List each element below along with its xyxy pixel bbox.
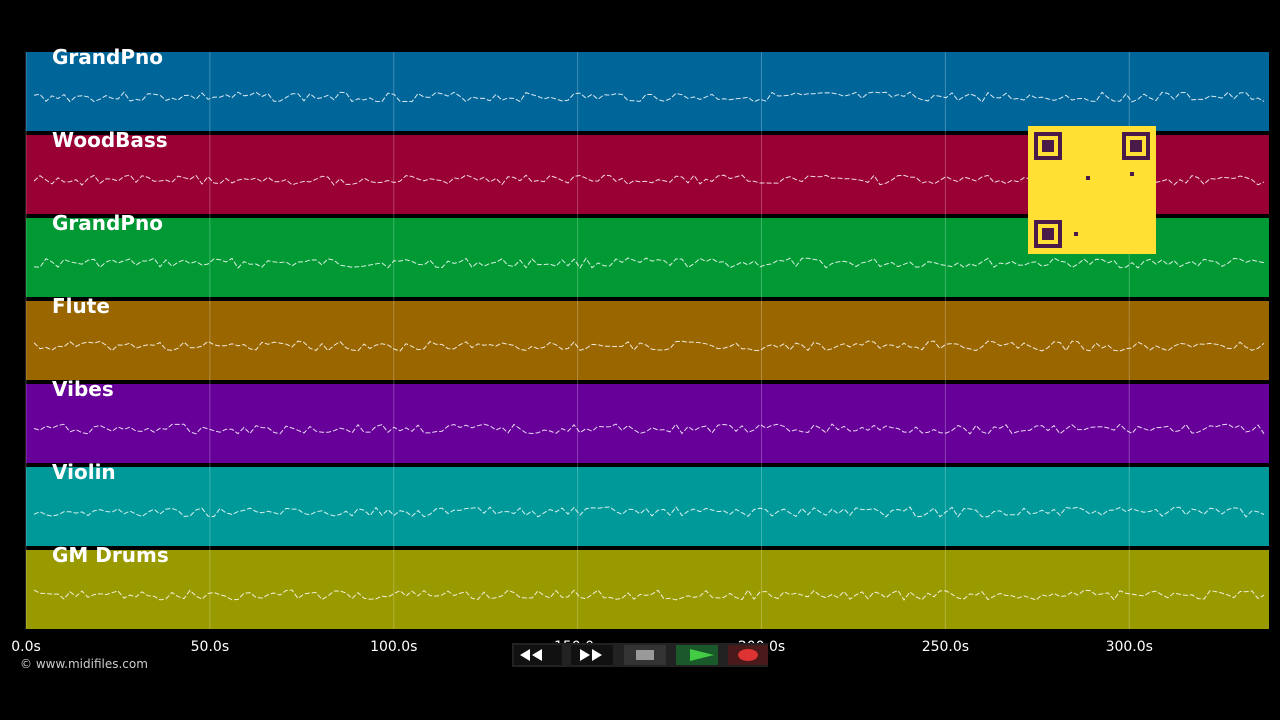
copyright: © www.midifiles.com: [20, 657, 148, 671]
note-trace: [33, 257, 1265, 269]
stop-button[interactable]: [624, 645, 666, 665]
forward-button[interactable]: [571, 645, 613, 665]
note-trace: [33, 506, 1265, 518]
play-button[interactable]: [676, 645, 718, 665]
time-tick-label: 300.0s: [1106, 639, 1153, 655]
transport-controls: [512, 643, 768, 667]
qr-finder: [1130, 140, 1142, 152]
track-name: Violin: [52, 460, 116, 484]
note-trace: [33, 423, 1265, 435]
rewind-button[interactable]: [514, 645, 562, 665]
time-tick-label: 250.0s: [922, 639, 969, 655]
record-button[interactable]: [728, 645, 768, 665]
grid: [25, 52, 1130, 629]
note-trace: [33, 340, 1265, 352]
labels: GrandPno WoodBass GrandPno Flute Vibes Violin…: [11, 45, 1153, 655]
track-lane: [26, 52, 1269, 131]
track-name: GrandPno: [52, 211, 163, 235]
track-lane: [26, 550, 1269, 629]
note-trace: [33, 589, 1265, 601]
note-trace: [33, 91, 1265, 103]
track-name: Flute: [52, 294, 110, 318]
track-name: Vibes: [52, 377, 114, 401]
time-tick-label: 0.0s: [11, 639, 41, 655]
qr-module: [1130, 172, 1134, 176]
track-lane: [26, 301, 1269, 380]
qr-module: [1074, 232, 1078, 236]
time-tick-label: 50.0s: [191, 639, 229, 655]
track-lane: [26, 467, 1269, 546]
qr-finder: [1042, 140, 1054, 152]
track-name: GM Drums: [52, 543, 169, 567]
track-name: GrandPno: [52, 45, 163, 69]
qr-module: [1086, 176, 1090, 180]
time-tick-label: 100.0s: [370, 639, 417, 655]
track-name: WoodBass: [52, 128, 168, 152]
qr-finder: [1042, 228, 1054, 240]
qr-code: [1028, 126, 1156, 254]
track-lane: [26, 384, 1269, 463]
